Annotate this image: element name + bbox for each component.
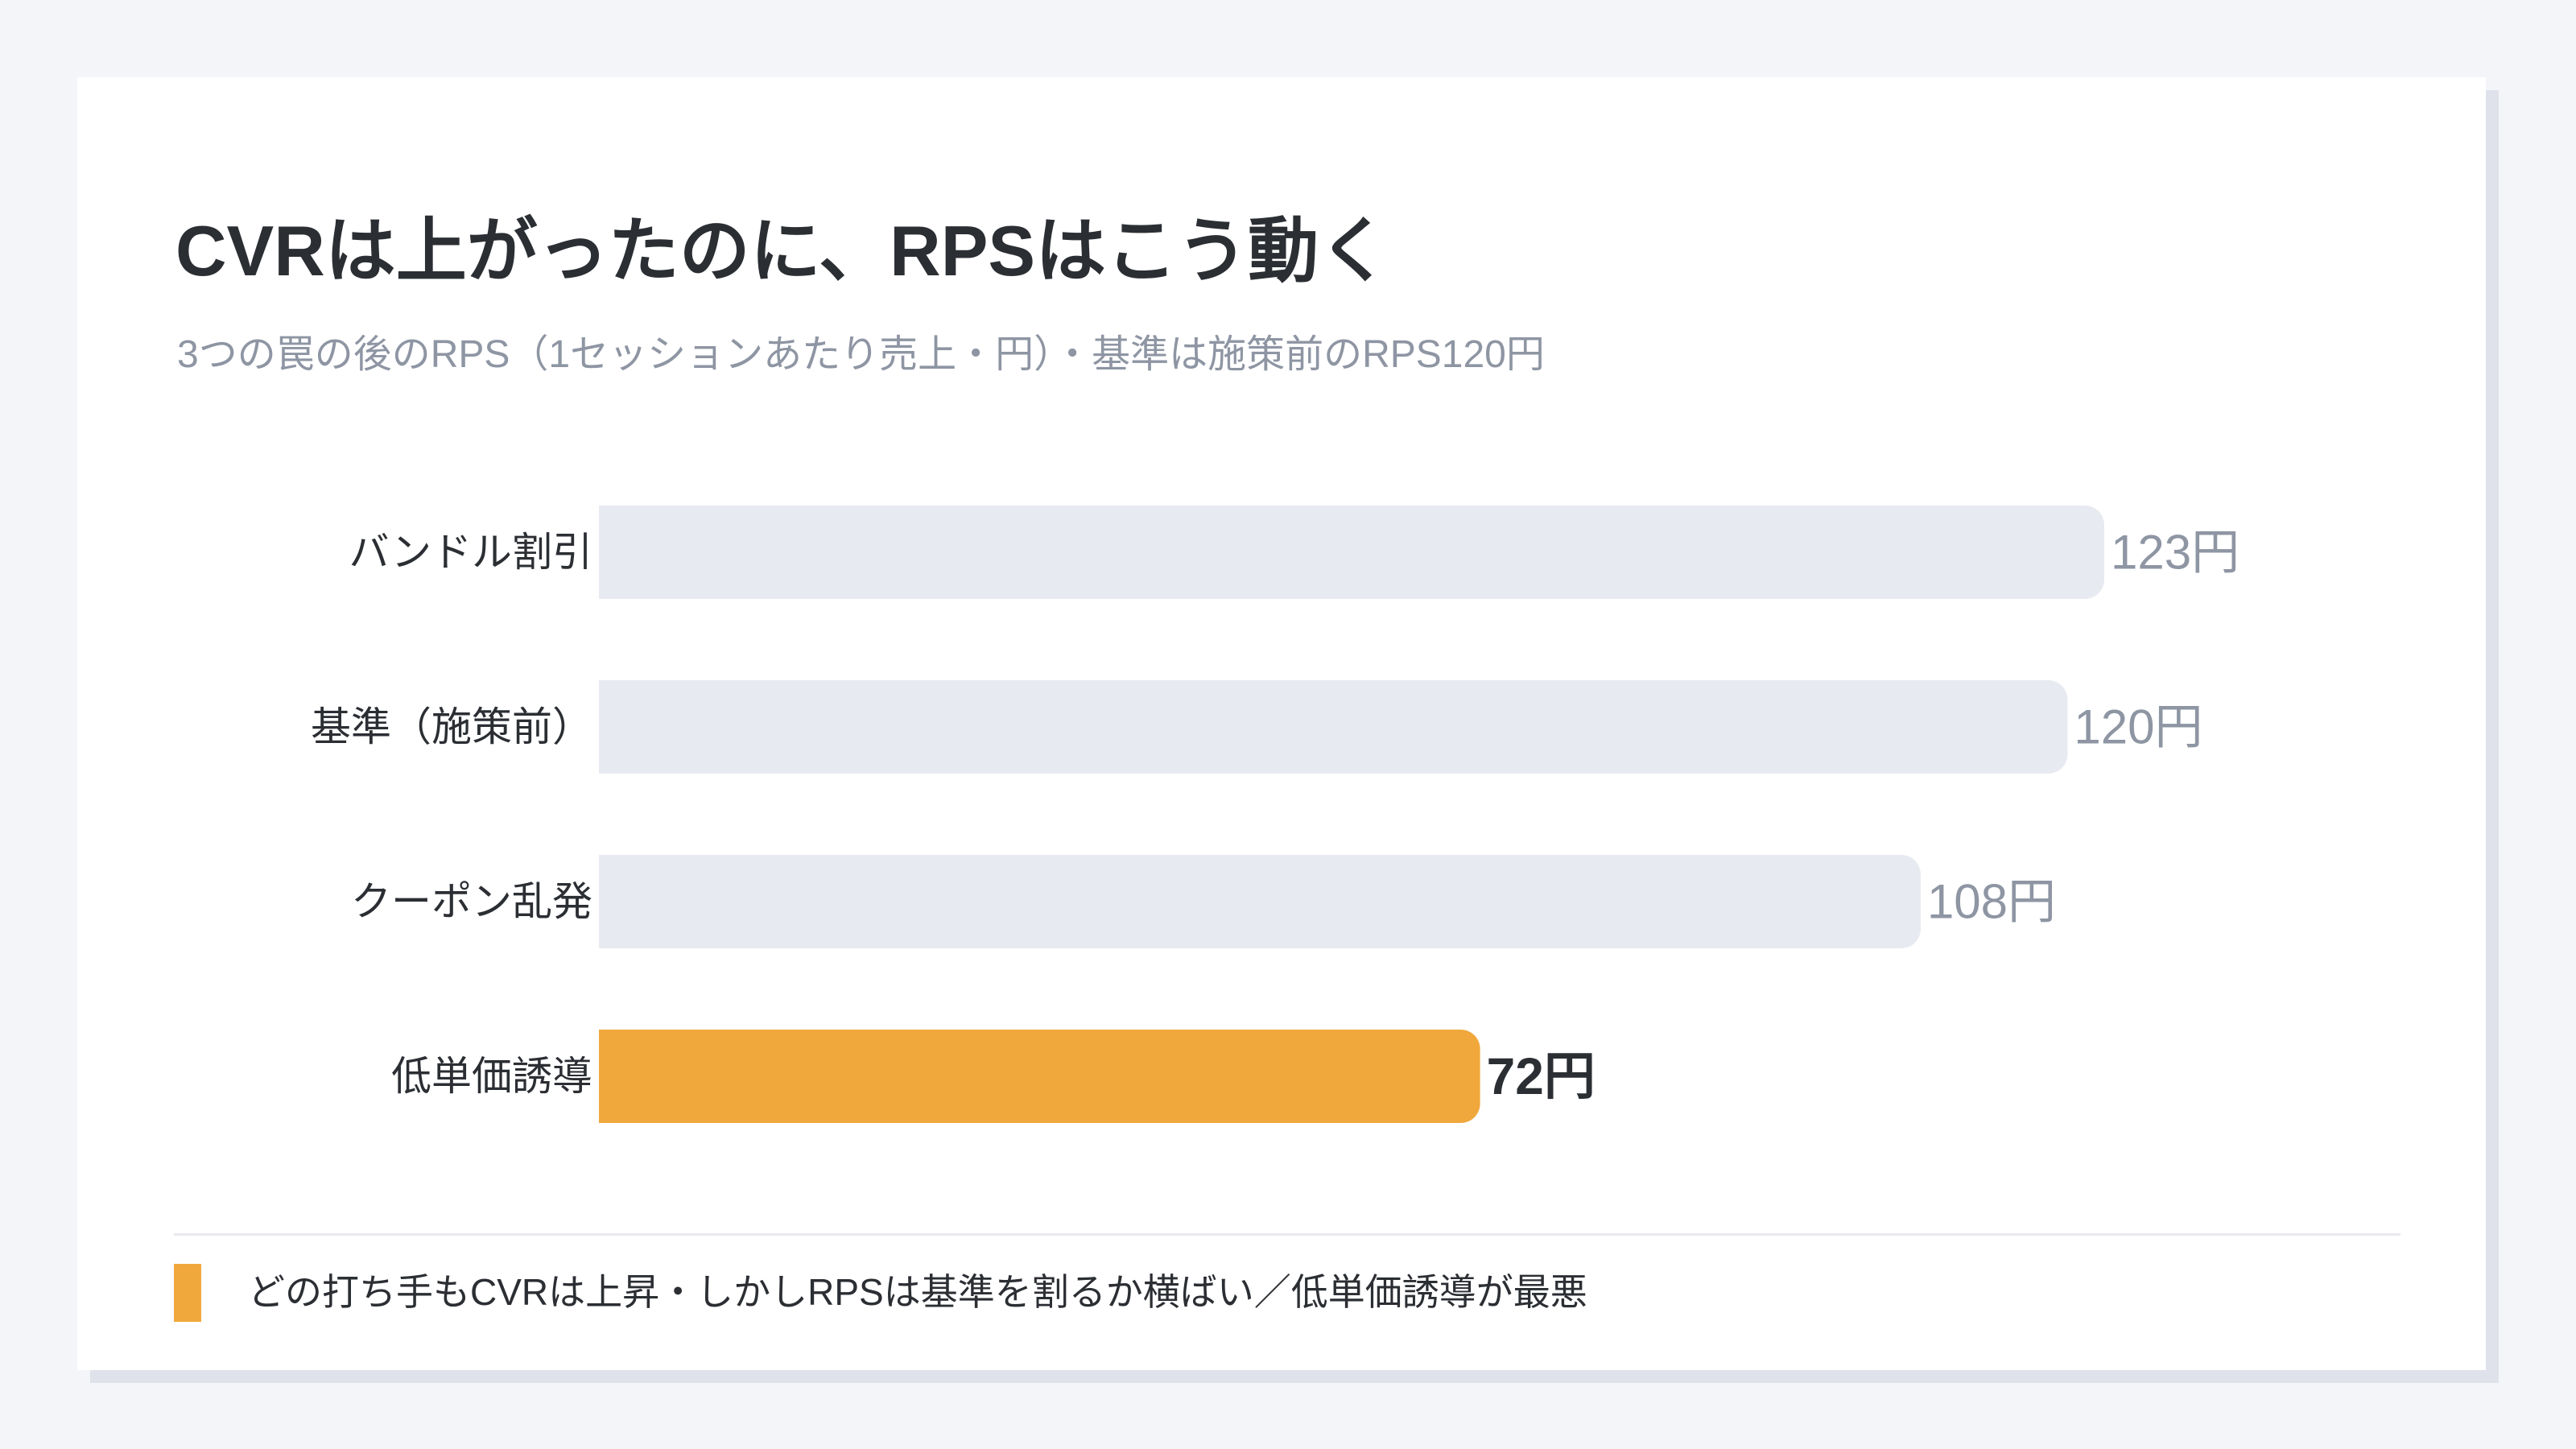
bar-row: 基準（施策前） 120円 — [311, 680, 2202, 774]
bar-row: 低単価誘導 72円 — [391, 1030, 1596, 1123]
chart-card: CVRは上がったのに、RPSはこう動く 3つの罠の後のRPS（1セッションあたり… — [77, 77, 2486, 1370]
category-label: 基準（施策前） — [311, 704, 592, 749]
legend-divider — [174, 1233, 2401, 1236]
legend-swatch — [174, 1264, 201, 1322]
chart-title: CVRは上がったのに、RPSはこう動く — [175, 211, 1390, 291]
value-label: 123円 — [2111, 526, 2240, 580]
bar-row: バンドル割引 123円 — [349, 506, 2240, 599]
chart-subtitle: 3つの罠の後のRPS（1セッションあたり売上・円）・基準は施策前のRPS120円 — [177, 333, 1545, 376]
bar — [599, 680, 2068, 774]
bar — [599, 506, 2104, 599]
category-label: バンドル割引 — [349, 530, 593, 575]
bar-row: クーポン乱発 108円 — [351, 855, 2056, 948]
legend-text: どの打ち手もCVRは上昇・しかしRPSは基準を割るか横ばい／低単価誘導が最悪 — [248, 1271, 1587, 1313]
bar-highlight — [599, 1030, 1480, 1123]
value-label: 72円 — [1487, 1047, 1596, 1105]
category-label: クーポン乱発 — [351, 879, 592, 924]
value-label: 108円 — [1927, 875, 2056, 929]
value-label: 120円 — [2074, 700, 2202, 754]
category-label: 低単価誘導 — [391, 1054, 592, 1099]
bar — [599, 855, 1921, 948]
